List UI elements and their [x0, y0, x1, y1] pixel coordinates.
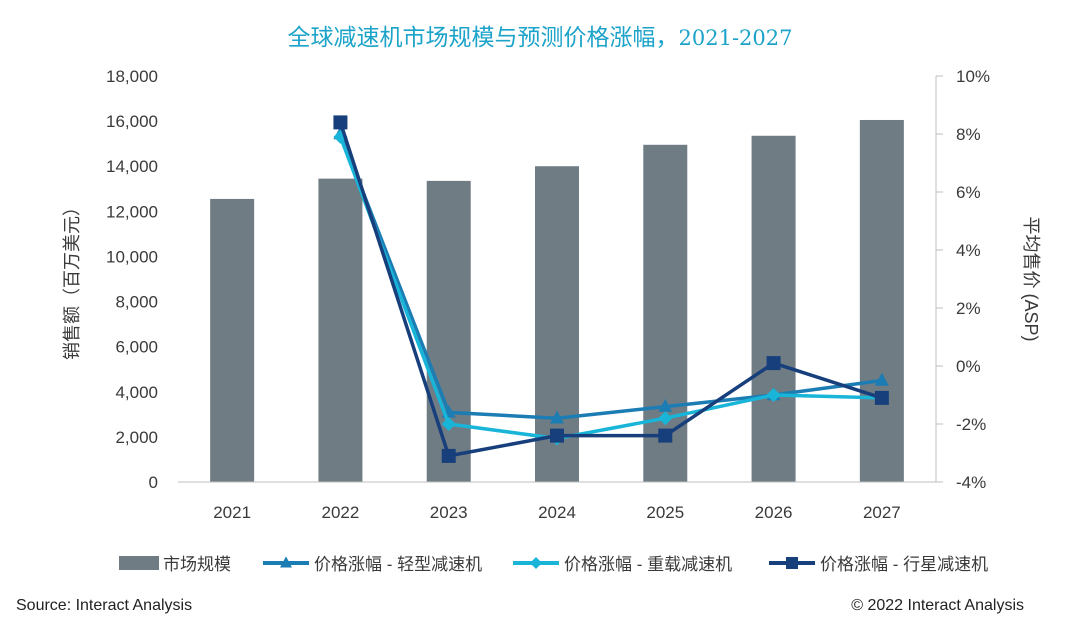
chart-title: 全球减速机市场规模与预测价格涨幅，2021-2027: [0, 18, 1080, 52]
series-line-1: [338, 133, 883, 420]
y2-tick-label: -4%: [956, 473, 986, 492]
series-3-point-2025: [658, 428, 673, 443]
y-tick-label: 8,000: [115, 293, 158, 312]
y2-tick-label: 0%: [956, 357, 981, 376]
series-1-point-2027: [874, 372, 889, 386]
series-2-point-2025: [658, 411, 673, 426]
x-tick-label: 2027: [863, 503, 901, 522]
y-tick-label: 18,000: [106, 67, 158, 86]
series-2-point-2026: [766, 388, 781, 402]
legend-label-line-2: 价格涨幅 - 重载减速机: [564, 555, 732, 574]
legend-marker-3: [786, 557, 798, 569]
source-note: Source: Interact Analysis: [16, 597, 193, 614]
copyright-note: © 2022 Interact Analysis: [851, 597, 1024, 614]
y-tick-label: 14,000: [106, 157, 158, 176]
x-tick-label: 2022: [322, 503, 360, 522]
legend-swatch-bar: [119, 556, 159, 570]
y-tick-label: 6,000: [115, 338, 158, 357]
y-tick-label: 12,000: [106, 202, 158, 221]
bar-2022: [318, 178, 363, 482]
lines-layer: [333, 115, 889, 463]
y2-tick-label: -2%: [956, 415, 986, 434]
bars-layer: [210, 119, 904, 483]
series-3-point-2027: [874, 390, 889, 405]
x-tick-label: 2026: [755, 503, 793, 522]
series-line-3: [338, 121, 883, 458]
legend-label-bar: 市场规模: [163, 555, 231, 574]
x-tick-label: 2024: [538, 503, 576, 522]
y2-tick-label: 10%: [956, 67, 990, 86]
series-1-point-2024: [550, 410, 564, 424]
chart-title-main: 全球减速机市场规模与预测价格涨幅，: [287, 25, 679, 51]
legend-marker-1: [280, 556, 292, 568]
series-3-point-2026: [766, 356, 781, 371]
series-1-point-2025: [658, 398, 673, 412]
legend-label-line-1: 价格涨幅 - 轻型减速机: [314, 555, 482, 574]
legend-marker-2: [530, 557, 542, 569]
y2-tick-label: 8%: [956, 125, 981, 144]
bar-2023: [426, 180, 471, 482]
y-tick-label: 2,000: [115, 428, 158, 447]
y2-tick-label: 4%: [956, 241, 981, 260]
x-tick-label: 2025: [646, 503, 684, 522]
y2-tick-label: 2%: [956, 299, 981, 318]
x-tick-label: 2021: [213, 503, 251, 522]
series-3-point-2024: [550, 428, 564, 443]
y-tick-label: 16,000: [106, 112, 158, 131]
y-tick-label: 4,000: [115, 383, 158, 402]
bar-2026: [751, 135, 796, 482]
series-line-2: [338, 136, 882, 441]
bar-2027: [859, 119, 904, 482]
legend-label-line-3: 价格涨幅 - 行星减速机: [820, 555, 988, 574]
labels-layer: 0 2,000 4,000 6,000 8,000 10,000 12,000 14,000 1…: [62, 67, 1041, 522]
axes-layer: [178, 75, 943, 483]
y2-axis-title: 平均售价 (ASP): [1021, 216, 1041, 341]
x-tick-label: 2023: [430, 503, 468, 522]
y-axis-title: 销售额（百万美元）: [62, 198, 82, 360]
y-tick-label: 10,000: [106, 247, 158, 266]
series-2-point-2023: [441, 417, 456, 431]
y2-tick-label: 6%: [956, 183, 981, 202]
chart-title-years: 2021-2027: [678, 26, 793, 50]
bar-2021: [210, 198, 255, 482]
y-tick-label: 0: [149, 473, 158, 492]
series-3-point-2023: [441, 448, 456, 463]
legend-layer: 市场规模 价格涨幅 - 轻型减速机 价格涨幅 - 重载减速机 价格涨幅 - 行星减速机: [119, 555, 988, 574]
series-3-point-2022: [333, 115, 348, 130]
